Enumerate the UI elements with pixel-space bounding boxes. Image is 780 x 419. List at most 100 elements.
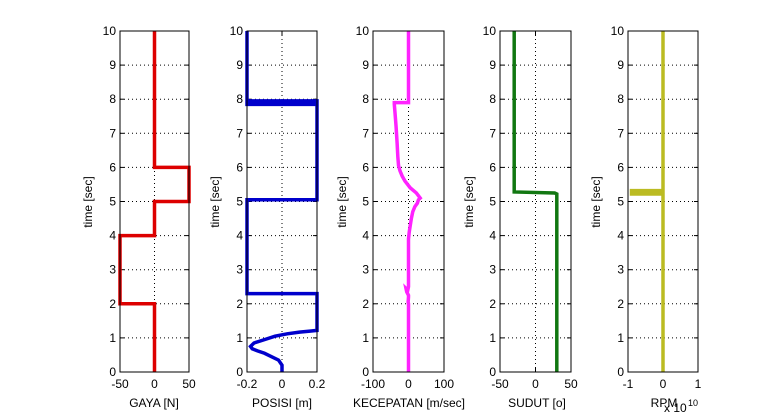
x-tick-label: -0.2 [237,377,258,391]
y-tick-label: 5 [236,195,243,209]
y-tick-label: 9 [236,58,243,72]
x-tick-label: -50 [111,377,129,391]
y-tick-label: 6 [617,160,624,174]
y-tick-label: 1 [109,331,116,345]
x-tick-label: 0 [532,377,539,391]
y-tick-label: 1 [236,331,243,345]
y-tick-label: 7 [617,126,624,140]
axes-frame [246,30,318,373]
y-tick-label: 9 [489,58,496,72]
y-tick-label: 9 [109,58,116,72]
y-tick-label: 5 [489,195,496,209]
y-tick-label: 3 [617,263,624,277]
y-tick-label: 3 [236,263,243,277]
axes-frame [627,30,699,373]
y-tick-label: 1 [617,331,624,345]
series-line [629,31,665,372]
y-tick-label: 8 [362,92,369,106]
x-tick-label: -1 [623,377,634,391]
y-tick-label: 5 [109,195,116,209]
series-line [512,31,559,372]
y-tick-label: 3 [489,263,496,277]
y-tick-label: 7 [236,126,243,140]
y-tick-label: 7 [489,126,496,140]
x-tick-label: 100 [434,377,454,391]
x-exponent: x 10 [664,401,687,415]
ylabel: time [sec] [589,176,603,227]
y-tick-label: 9 [362,58,369,72]
xlabel: GAYA [N] [129,396,179,410]
axes-frame [372,30,445,373]
y-tick-label: 3 [362,263,369,277]
y-tick-label: 2 [236,297,243,311]
y-tick-label: 8 [617,92,624,106]
y-tick-label: 4 [489,229,496,243]
axes-frame [499,30,572,373]
y-tick-label: 4 [109,229,116,243]
y-tick-label: 1 [489,331,496,345]
y-tick-label: 3 [109,263,116,277]
x-tick-label: 50 [182,377,196,391]
y-tick-label: 10 [103,24,117,38]
y-tick-label: 2 [362,297,369,311]
y-tick-label: 5 [617,195,624,209]
y-tick-label: 8 [489,92,496,106]
y-tick-label: 10 [483,24,497,38]
y-tick-label: 0 [617,365,624,379]
y-tick-label: 2 [617,297,624,311]
xlabel: RPM [651,396,678,410]
x-tick-label: -50 [491,377,509,391]
y-tick-label: 6 [236,160,243,174]
ylabel: time [sec] [462,176,476,227]
x-exponent-power: 10 [688,398,698,408]
series-line [118,31,191,372]
x-tick-label: 0 [279,377,286,391]
x-tick-label: 0 [405,377,412,391]
y-tick-label: 10 [356,24,370,38]
y-tick-label: 7 [109,126,116,140]
axes-frame [119,30,190,373]
x-tick-label: 0 [151,377,158,391]
series-line [392,31,423,372]
y-tick-label: 0 [109,365,116,379]
y-tick-label: 6 [489,160,496,174]
x-tick-label: -100 [361,377,385,391]
y-tick-label: 5 [362,195,369,209]
y-tick-label: 6 [109,160,116,174]
x-tick-label: 0 [660,377,667,391]
y-tick-label: 0 [489,365,496,379]
y-tick-label: 4 [362,229,369,243]
x-tick-label: 1 [695,377,702,391]
y-tick-label: 7 [362,126,369,140]
y-tick-label: 4 [617,229,624,243]
y-tick-label: 0 [362,365,369,379]
ylabel: time [sec] [81,176,95,227]
y-tick-label: 10 [611,24,625,38]
y-tick-label: 2 [109,297,116,311]
xlabel: KECEPATAN [m/sec] [353,396,465,410]
y-tick-label: 1 [362,331,369,345]
xlabel: POSISI [m] [252,396,312,410]
y-tick-label: 9 [617,58,624,72]
ylabel: time [sec] [335,176,349,227]
y-tick-label: 8 [109,92,116,106]
x-tick-label: 50 [564,377,578,391]
y-tick-label: 0 [236,365,243,379]
y-tick-label: 4 [236,229,243,243]
ylabel: time [sec] [208,176,222,227]
y-tick-label: 2 [489,297,496,311]
xlabel: SUDUT [o] [508,396,566,410]
x-tick-label: 0.2 [309,377,326,391]
y-tick-label: 6 [362,160,369,174]
